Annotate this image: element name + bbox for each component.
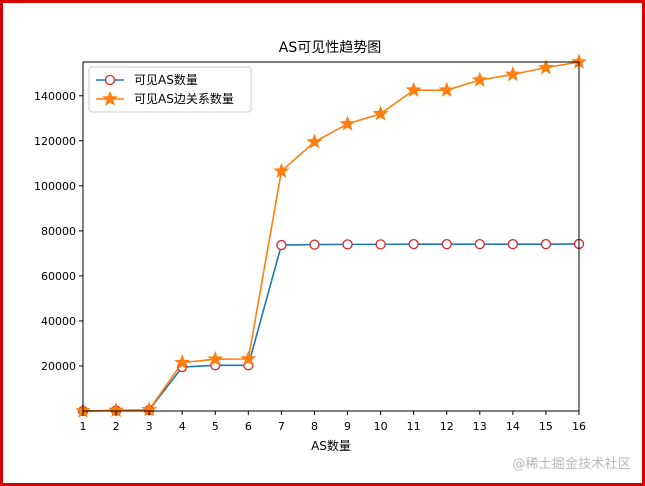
- series-line-as-edges: [82, 61, 580, 412]
- x-tick-label: 9: [344, 420, 351, 433]
- axes-frame: [82, 61, 580, 412]
- x-tick-label: 11: [407, 420, 421, 433]
- data-point-as-edges: [306, 133, 323, 149]
- x-axis-label: AS数量: [311, 438, 351, 453]
- data-point-visible-as: [540, 239, 552, 250]
- data-point-as-edges: [438, 81, 455, 97]
- data-point-visible-as: [342, 239, 353, 250]
- data-point-as-edges: [207, 350, 224, 366]
- data-point-visible-as: [408, 239, 419, 250]
- y-tick-label: 140000: [34, 90, 76, 103]
- data-point-as-edges: [538, 59, 554, 75]
- data-point-as-edges: [372, 105, 389, 121]
- x-tick-label: 10: [374, 420, 388, 433]
- data-point-visible-as: [441, 239, 452, 250]
- legend-star-shape: [102, 90, 118, 106]
- x-tick-label: 6: [245, 420, 252, 433]
- data-point-as-edges: [240, 350, 257, 366]
- legend-label-as-edges: 可见AS边关系数量: [134, 91, 234, 106]
- data-point-as-edges: [405, 81, 422, 97]
- y-tick-label: 60000: [41, 270, 76, 283]
- watermark: @稀土掘金技术社区: [512, 457, 631, 472]
- y-tick-label: 80000: [41, 225, 76, 238]
- x-tick-label: 8: [311, 420, 318, 433]
- legend-marker-visible-as: [104, 74, 116, 86]
- x-tick-label: 12: [440, 420, 454, 433]
- x-tick-label: 13: [473, 420, 487, 433]
- x-tick-label: 15: [539, 420, 553, 433]
- data-point-as-edges: [504, 66, 521, 82]
- legend-label-visible-as: 可见AS数量: [134, 72, 198, 87]
- data-point-as-edges: [174, 354, 191, 370]
- data-point-visible-as: [276, 239, 287, 251]
- x-tick-label: 7: [278, 420, 285, 433]
- y-tick-label: 100000: [34, 180, 76, 193]
- legend-marker-as-edges: [102, 90, 118, 106]
- series-layer: [75, 53, 587, 418]
- series-line-visible-as: [82, 243, 580, 412]
- data-point-visible-as: [375, 239, 386, 250]
- y-tick-label: 20000: [41, 360, 76, 373]
- x-tick-label: 16: [572, 420, 586, 433]
- y-tick-label: 120000: [34, 135, 76, 148]
- plot-area: [83, 62, 579, 411]
- x-tick-label: 14: [506, 420, 520, 433]
- legend: 可见AS数量 可见AS边关系数量: [88, 66, 252, 113]
- x-tick-label: 1: [80, 420, 87, 433]
- data-point-as-edges: [471, 71, 488, 87]
- data-point-as-edges: [339, 115, 356, 131]
- data-point-visible-as: [507, 239, 519, 250]
- axes-layer: 1 2 3 4 5 6 7 8 9 10 11 12 13 14 15 1620000400006000080…: [34, 61, 586, 433]
- chart-title: AS可见性趋势图: [279, 40, 381, 56]
- data-point-visible-as: [309, 239, 320, 250]
- data-point-visible-as: [474, 239, 485, 250]
- data-point-as-edges: [273, 162, 290, 178]
- x-tick-label: 4: [179, 420, 186, 433]
- x-tick-label: 3: [146, 420, 153, 433]
- y-tick-label: 40000: [41, 315, 76, 328]
- x-tick-label: 5: [212, 420, 219, 433]
- x-tick-label: 2: [113, 420, 120, 433]
- legend-box: [88, 66, 252, 113]
